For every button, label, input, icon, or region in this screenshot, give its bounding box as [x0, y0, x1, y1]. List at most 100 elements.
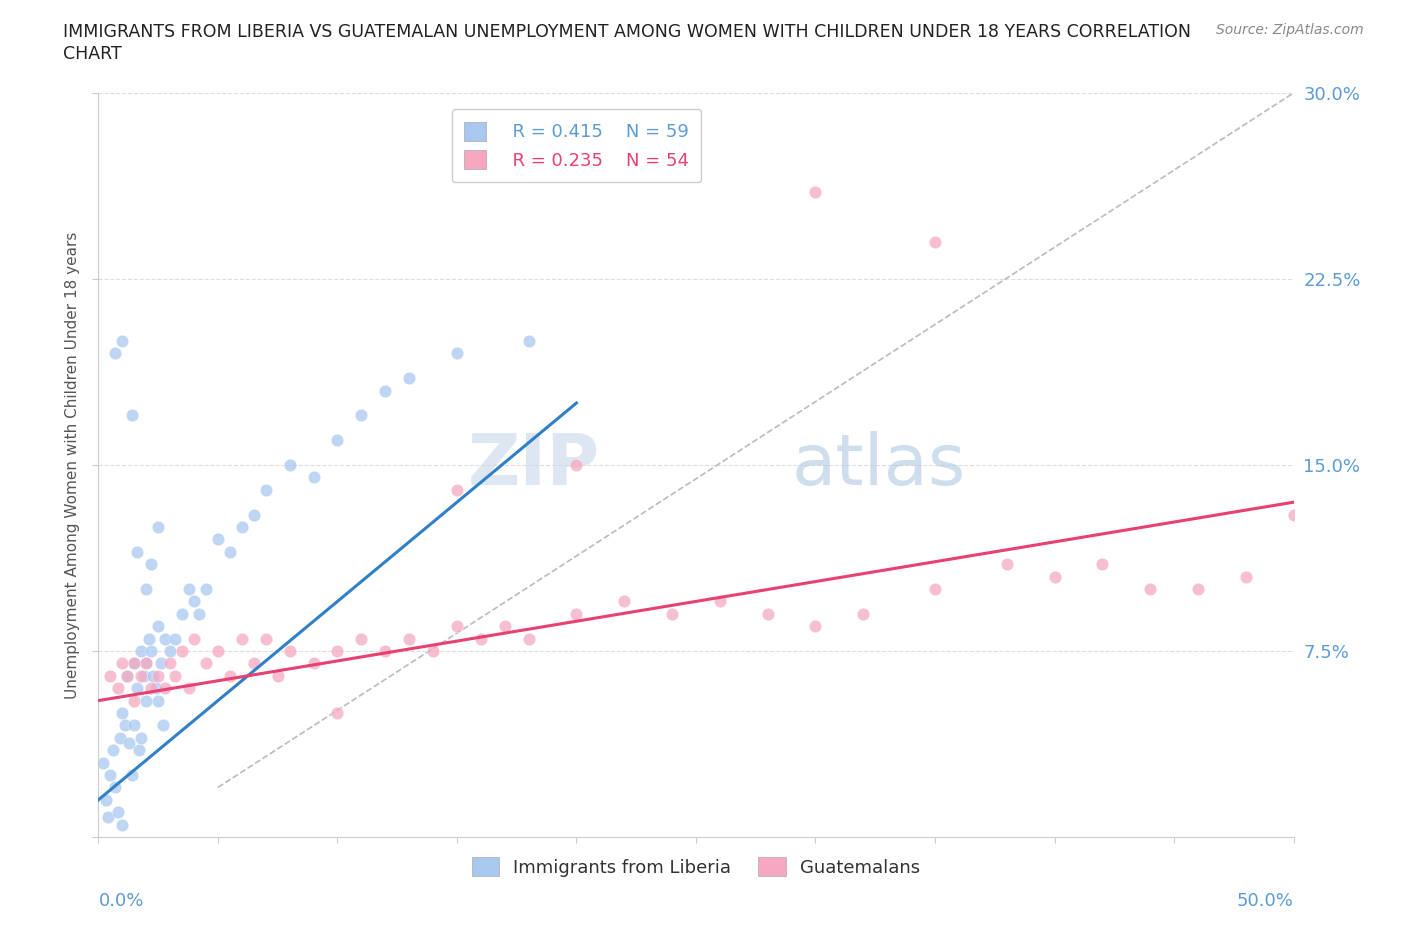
Point: [995, 557, 1018, 572]
Point: [125, 544, 148, 559]
Point: [207, 532, 229, 547]
Point: [131, 669, 153, 684]
Point: [124, 656, 146, 671]
Point: [517, 334, 540, 349]
Point: [108, 730, 131, 745]
Point: [183, 594, 205, 609]
Point: [398, 631, 420, 646]
Point: [661, 606, 683, 621]
Point: [104, 346, 127, 361]
Point: [374, 644, 396, 658]
Point: [278, 644, 301, 658]
Point: [135, 693, 157, 708]
Point: [470, 631, 492, 646]
Point: [326, 644, 349, 658]
Point: [267, 669, 290, 684]
Point: [114, 718, 136, 733]
Point: [118, 736, 141, 751]
Point: [135, 656, 157, 671]
Point: [135, 656, 157, 671]
Point: [111, 817, 134, 832]
Point: [804, 185, 827, 200]
Point: [231, 520, 253, 535]
Point: [446, 346, 468, 361]
Point: [179, 581, 201, 596]
Point: [852, 606, 875, 621]
Point: [139, 557, 162, 572]
Point: [326, 432, 349, 447]
Point: [91, 755, 114, 770]
Point: [756, 606, 779, 621]
Text: Source: ZipAtlas.com: Source: ZipAtlas.com: [1216, 23, 1364, 37]
Point: [163, 631, 186, 646]
Point: [398, 371, 420, 386]
Point: [565, 606, 588, 621]
Point: [179, 681, 201, 696]
Point: [1091, 557, 1114, 572]
Point: [125, 681, 148, 696]
Point: [155, 631, 177, 646]
Point: [131, 730, 153, 745]
Y-axis label: Unemployment Among Women with Children Under 18 years: Unemployment Among Women with Children U…: [65, 232, 80, 698]
Point: [446, 483, 468, 498]
Point: [115, 669, 138, 684]
Point: [148, 693, 170, 708]
Point: [124, 693, 146, 708]
Point: [128, 743, 150, 758]
Point: [149, 656, 172, 671]
Legend: Immigrants from Liberia, Guatemalans: Immigrants from Liberia, Guatemalans: [464, 850, 928, 883]
Point: [148, 618, 170, 633]
Point: [111, 656, 134, 671]
Point: [155, 681, 177, 696]
Point: [1282, 507, 1305, 522]
Point: [207, 644, 229, 658]
Text: 50.0%: 50.0%: [1237, 892, 1294, 910]
Point: [132, 669, 155, 684]
Point: [115, 669, 138, 684]
Point: [231, 631, 253, 646]
Point: [163, 669, 186, 684]
Point: [446, 618, 468, 633]
Point: [124, 718, 146, 733]
Point: [148, 669, 170, 684]
Point: [159, 644, 181, 658]
Point: [1043, 569, 1066, 584]
Point: [219, 669, 242, 684]
Point: [924, 234, 946, 249]
Text: atlas: atlas: [792, 431, 966, 499]
Text: ZIP: ZIP: [468, 431, 600, 499]
Point: [97, 810, 120, 825]
Text: 0.0%: 0.0%: [98, 892, 143, 910]
Point: [1234, 569, 1257, 584]
Point: [1187, 581, 1209, 596]
Point: [98, 669, 122, 684]
Point: [1139, 581, 1161, 596]
Point: [517, 631, 540, 646]
Point: [183, 631, 205, 646]
Point: [804, 618, 827, 633]
Point: [139, 644, 162, 658]
Point: [148, 520, 170, 535]
Point: [104, 780, 127, 795]
Point: [107, 804, 129, 819]
Point: [98, 767, 122, 782]
Point: [278, 458, 301, 472]
Point: [254, 631, 277, 646]
Point: [107, 681, 129, 696]
Point: [302, 656, 325, 671]
Point: [172, 606, 194, 621]
Point: [350, 408, 373, 423]
Point: [243, 656, 266, 671]
Point: [302, 470, 325, 485]
Point: [159, 656, 181, 671]
Point: [145, 681, 167, 696]
Point: [374, 383, 396, 398]
Point: [152, 718, 174, 733]
Point: [243, 507, 266, 522]
Point: [494, 618, 516, 633]
Point: [195, 656, 218, 671]
Point: [254, 483, 277, 498]
Point: [350, 631, 373, 646]
Point: [139, 681, 162, 696]
Point: [138, 631, 160, 646]
